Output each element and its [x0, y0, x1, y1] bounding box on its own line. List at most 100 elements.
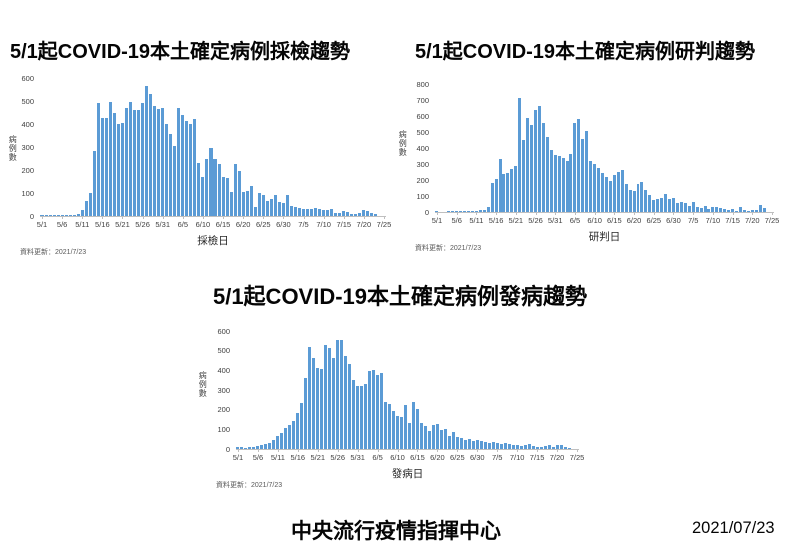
bar [494, 179, 498, 212]
x-tick-label: 6/20 [430, 452, 445, 462]
x-tick-label: 6/25 [646, 215, 662, 225]
x-tick-mark [277, 449, 279, 452]
bar [559, 445, 563, 449]
bar [358, 212, 362, 216]
bar [569, 154, 573, 212]
bar [100, 118, 104, 216]
bar [601, 172, 604, 212]
x-tick-label: 6/5 [569, 215, 581, 225]
x-tick-label: 6/30 [276, 219, 291, 229]
x-tick-label: 7/15 [725, 215, 740, 225]
bar [233, 163, 237, 216]
x-tick-mark [417, 449, 419, 452]
bar [384, 401, 388, 449]
y-tick-label: 400 [416, 143, 429, 153]
bar [514, 165, 518, 212]
x-tick-mark [363, 216, 365, 219]
bar [419, 423, 423, 449]
bar [173, 145, 177, 216]
x-tick-label: 5/11 [270, 452, 285, 462]
y-tick-label: 800 [416, 79, 429, 89]
bar [370, 213, 374, 216]
bar [762, 208, 766, 212]
x-tick-label: 5/1 [36, 219, 48, 229]
bar [304, 377, 308, 449]
chart-symptom-onset-trend: 5/1起COVID-19本土確定病例發病趨勢 病例數 發病日 資料更新：2021… [180, 272, 620, 522]
x-tick-mark [457, 449, 459, 452]
bar [388, 403, 392, 449]
x-tick-label: 6/10 [390, 452, 405, 462]
bar [380, 373, 384, 449]
x-tick-label: 5/26 [135, 219, 150, 229]
bar [236, 447, 240, 449]
x-tick-mark [772, 212, 774, 215]
bar [711, 207, 715, 212]
x-axis-title: 採檢日 [197, 235, 229, 247]
bar [221, 176, 225, 216]
bar [318, 209, 322, 216]
y-tick-label: 600 [416, 111, 429, 121]
bar [372, 370, 376, 449]
x-tick-mark [437, 449, 439, 452]
plot-area [40, 78, 386, 217]
bar [177, 107, 181, 216]
y-tick-label: 300 [21, 142, 34, 152]
bar [252, 446, 256, 449]
bar [585, 131, 589, 212]
bar [376, 375, 380, 449]
bar [284, 428, 288, 449]
bar [265, 201, 269, 216]
bar [272, 440, 276, 449]
bar [427, 431, 431, 449]
bar [348, 364, 352, 449]
bar [620, 169, 624, 212]
bar [593, 164, 597, 212]
bar [699, 208, 703, 212]
bar [403, 404, 407, 449]
bar [248, 447, 252, 449]
bar [169, 133, 173, 216]
x-tick-label: 5/21 [508, 215, 524, 225]
x-tick-mark [594, 212, 596, 215]
bar [364, 384, 368, 449]
y-tick-label: 400 [217, 365, 230, 375]
bar [312, 357, 316, 449]
y-tick-label: 600 [217, 326, 230, 336]
x-tick-label: 5/1 [232, 452, 244, 462]
bar [133, 109, 137, 216]
bar [225, 178, 229, 216]
bar [415, 408, 419, 449]
y-tick-label: 100 [217, 424, 230, 434]
bar [153, 105, 157, 216]
bar [229, 191, 233, 216]
footer-date: 2021/07/23 [692, 519, 775, 537]
bar [495, 443, 499, 449]
x-axis-title: 發病日 [391, 468, 424, 480]
bar [366, 211, 370, 216]
chart-title: 5/1起COVID-19本土確定病例研判趨勢 [415, 41, 756, 63]
bar [268, 442, 272, 449]
x-tick-mark [337, 449, 339, 452]
x-tick-mark [537, 449, 539, 452]
bar [332, 358, 336, 449]
bar [636, 184, 640, 212]
bar [205, 158, 209, 216]
bar [88, 192, 92, 216]
bar [112, 112, 116, 216]
bar [120, 122, 124, 216]
bar [675, 203, 679, 212]
x-tick-mark [653, 212, 655, 215]
bar [589, 160, 593, 212]
bar [352, 380, 356, 449]
x-tick-label: 5/21 [115, 219, 130, 229]
bar [344, 355, 348, 449]
x-tick-label: 5/6 [56, 219, 68, 229]
bar [553, 155, 557, 212]
bar [197, 163, 201, 216]
y-tick-label: 200 [21, 165, 34, 175]
bar [261, 195, 265, 216]
x-tick-mark [673, 212, 675, 215]
bar [652, 200, 656, 212]
x-tick-label: 6/15 [215, 219, 231, 229]
bar [40, 215, 44, 216]
